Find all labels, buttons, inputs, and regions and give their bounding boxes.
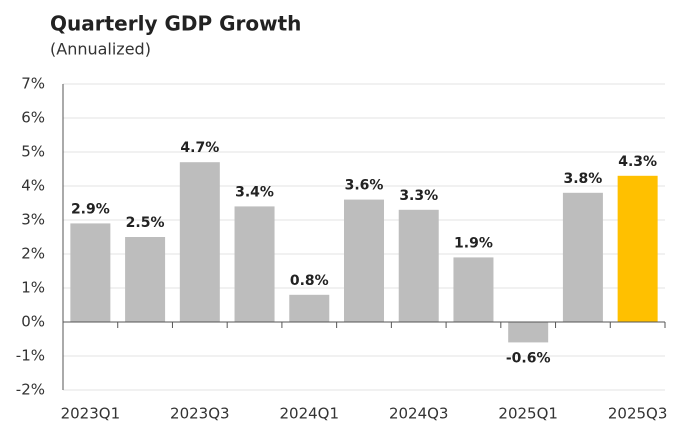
bar (344, 199, 384, 322)
value-label: 3.3% (399, 188, 438, 204)
bar (179, 162, 220, 322)
x-tick-label: 2024Q1 (280, 405, 340, 423)
bar (617, 175, 658, 322)
bar (453, 257, 494, 322)
value-label: 4.3% (618, 154, 657, 170)
x-tick-label: 2025Q1 (498, 405, 558, 423)
bar (289, 294, 330, 322)
value-label: 2.5% (126, 215, 165, 231)
chart-title: Quarterly GDP Growth (50, 12, 301, 36)
x-tick-label: 2025Q3 (608, 405, 668, 423)
value-label: 1.9% (454, 235, 493, 251)
y-tick-label: 0% (21, 313, 45, 331)
value-label: 3.4% (235, 184, 274, 200)
x-tick-label: 2023Q3 (170, 405, 230, 423)
y-tick-label: 6% (21, 109, 45, 127)
y-tick-label: 3% (21, 211, 45, 229)
value-label: 2.9% (71, 201, 110, 217)
value-label: 0.8% (290, 273, 329, 289)
bar (398, 209, 439, 322)
bar (508, 322, 549, 343)
value-label: 4.7% (180, 140, 219, 156)
bar (125, 237, 166, 322)
bar (234, 206, 275, 322)
y-tick-label: 5% (21, 143, 45, 161)
bar (70, 223, 111, 322)
y-tick-label: -2% (16, 381, 45, 399)
value-label: -0.6% (506, 350, 551, 366)
bar (562, 192, 603, 322)
y-tick-label: 4% (21, 177, 45, 195)
x-tick-label: 2024Q3 (389, 405, 449, 423)
y-tick-label: 7% (21, 75, 45, 93)
x-tick-label: 2023Q1 (61, 405, 121, 423)
y-tick-label: 1% (21, 279, 45, 297)
value-label: 3.6% (345, 178, 384, 194)
y-tick-label: 2% (21, 245, 45, 263)
chart-subtitle: (Annualized) (50, 40, 151, 59)
y-tick-label: -1% (16, 347, 45, 365)
value-label: 3.8% (563, 171, 602, 187)
